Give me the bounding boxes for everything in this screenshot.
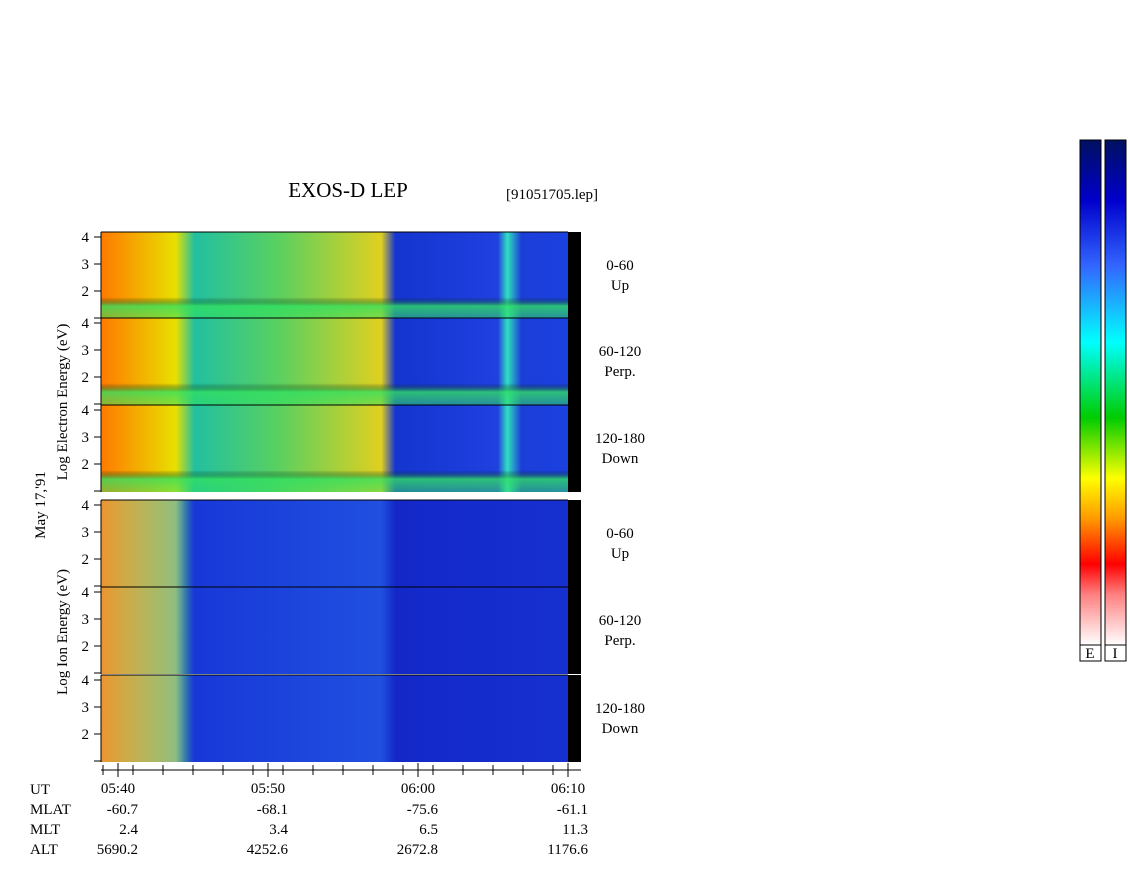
y-tick-label: 3 [82,430,90,446]
ephemeris-value: 2.4 [119,822,138,838]
ephemeris-value: -68.1 [257,802,288,818]
y-tick-label: 4 [82,585,90,601]
panel-direction: Up [611,278,629,294]
spectrogram-overlay [101,587,568,674]
y-tick-label: 3 [82,700,90,716]
data-gap [568,587,581,674]
data-gap [568,232,581,319]
y-tick-label: 3 [82,343,90,359]
data-gap [568,675,581,762]
panel-range: 0-60 [606,258,634,274]
y-tick-label: 3 [82,612,90,628]
colorbar-label: E [1085,646,1094,662]
ephemeris-row-label: MLAT [30,802,71,818]
ephemeris-value: 5690.2 [97,842,138,858]
y-tick-label: 2 [82,727,90,743]
colorbar [1079,139,1102,646]
panel-direction: Perp. [604,364,635,380]
date-label: May 17,'91 [33,471,49,539]
data-gap [568,405,581,492]
y-tick-label: 2 [82,457,90,473]
ephemeris-row-label: UT [30,782,50,798]
colorbar-label: I [1113,646,1118,662]
ion-axis-label: Log Ion Energy (eV) [55,569,71,695]
spectrogram-overlay [101,675,568,762]
y-tick-label: 4 [82,230,90,246]
y-tick-label: 2 [82,552,90,568]
panel-range: 120-180 [595,701,645,717]
panel-range: 0-60 [606,526,634,542]
time-tick-label: 06:10 [551,781,585,797]
ephemeris-value: 6.5 [419,822,438,838]
electron-axis-label: Log Electron Energy (eV) [55,324,71,481]
time-tick-label: 05:40 [101,781,135,797]
y-tick-label: 2 [82,639,90,655]
panel-range: 60-120 [599,613,642,629]
time-axis-ticks: 05:40 05:50 06:00 06:10 [101,763,585,797]
y-tick-label: 4 [82,673,90,689]
ephemeris-table: UT MLAT -60.7 -68.1 -75.6 -61.1 MLT 2.4 3.4 6.5 11… [30,782,588,858]
data-gap [568,500,581,587]
panel-direction: Down [602,451,639,467]
panel-direction: Down [602,721,639,737]
ephemeris-value: 1176.6 [547,842,588,858]
ephemeris-value: -61.1 [557,802,588,818]
panel-direction: Perp. [604,633,635,649]
panel-direction: Up [611,546,629,562]
panel-range: 120-180 [595,431,645,447]
y-tick-label: 3 [82,525,90,541]
file-name: [91051705.lep] [506,187,598,203]
spectrogram-overlay [101,232,568,319]
y-tick-label: 3 [82,257,90,273]
colorbar-label-box [1104,644,1127,662]
ephemeris-row-label: MLT [30,822,60,838]
ephemeris-value: -75.6 [407,802,439,818]
ephemeris-value: -60.7 [107,802,139,818]
spectrogram-overlay [101,500,568,587]
y-tick-label: 2 [82,284,90,300]
y-tick-label: 4 [82,498,90,514]
time-tick-label: 06:00 [401,781,435,797]
y-tick-label: 4 [82,316,90,332]
spectrogram-overlay [101,405,568,492]
y-tick-label: 4 [82,403,90,419]
colorbar-label-box [1079,644,1102,662]
ephemeris-value: 3.4 [269,822,288,838]
y-tick-label: 2 [82,370,90,386]
time-tick-label: 05:50 [251,781,285,797]
spectrograms: 4 3 2 0-60 Up 4 3 2 60-120 Perp. 4 3 2 120-180 Down 4 3 2… [82,230,645,762]
ephemeris-value: 4252.6 [247,842,289,858]
colorbar [1104,139,1127,646]
ephemeris-row-label: ALT [30,842,58,858]
panel-range: 60-120 [599,344,642,360]
ephemeris-value: 11.3 [562,822,588,838]
spectrogram-overlay [101,318,568,405]
ephemeris-value: 2672.8 [397,842,438,858]
data-gap [568,318,581,405]
title: EXOS-D LEP [288,178,408,202]
